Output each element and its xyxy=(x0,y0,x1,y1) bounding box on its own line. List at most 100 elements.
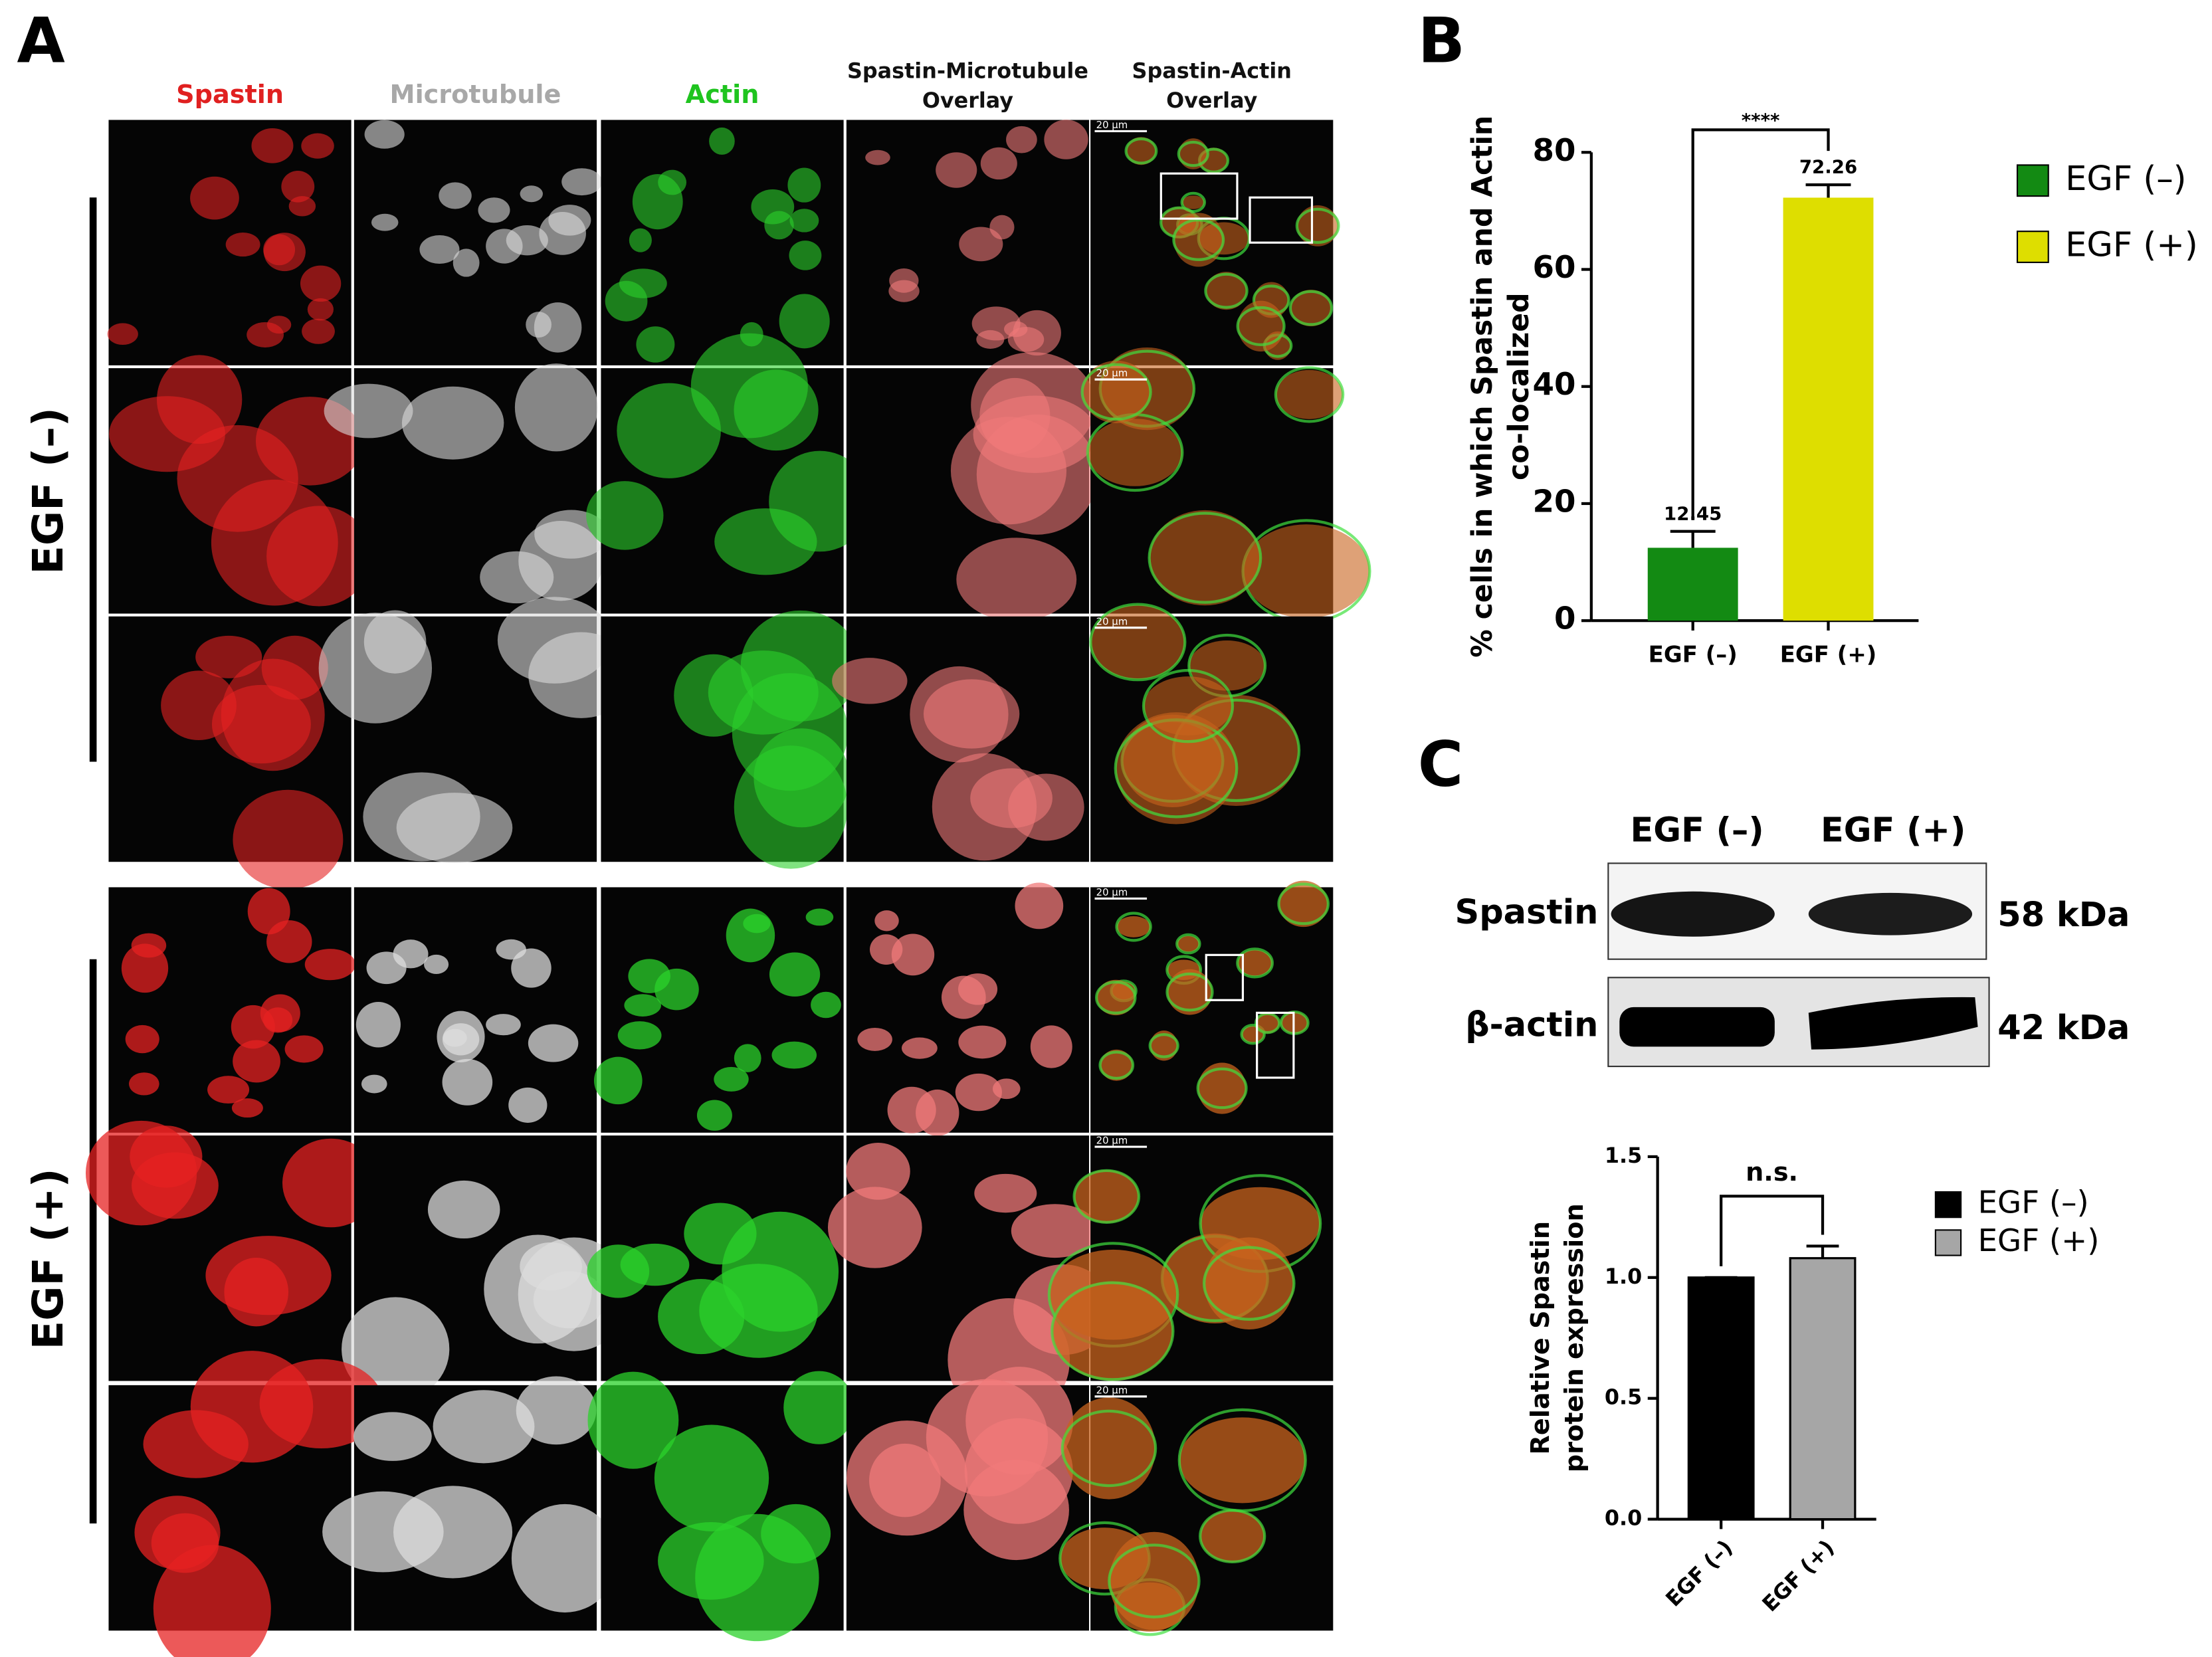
cell xyxy=(887,1086,936,1133)
cell xyxy=(865,149,890,165)
cell xyxy=(260,994,300,1032)
cell-edge xyxy=(1080,363,1152,421)
cell xyxy=(1237,949,1272,977)
cell xyxy=(827,1187,922,1268)
scale-bar-label: 20 µm xyxy=(1096,119,1128,131)
y-axis-label: Relative Spastin xyxy=(1526,1221,1556,1455)
cell xyxy=(980,147,1017,180)
cell xyxy=(620,1243,690,1286)
legend-swatch xyxy=(1934,1191,1962,1218)
blot-band xyxy=(1611,891,1775,937)
cell xyxy=(361,1074,387,1094)
cell xyxy=(130,1125,203,1188)
cell xyxy=(654,1424,769,1531)
scale-bar-label: 20 µm xyxy=(1096,615,1128,627)
cell xyxy=(1006,126,1037,153)
cell xyxy=(874,910,899,931)
bar xyxy=(1647,547,1738,621)
band-name: Spastin xyxy=(1455,893,1599,932)
cell xyxy=(936,152,977,188)
legend-swatch xyxy=(1934,1229,1962,1256)
cell xyxy=(970,768,1053,828)
micrograph xyxy=(107,120,352,365)
cell xyxy=(1074,1169,1139,1223)
zoom-box xyxy=(1249,196,1314,244)
cell xyxy=(743,914,771,933)
cell xyxy=(514,363,598,452)
cell xyxy=(534,302,582,353)
x-tick-label: EGF (–) xyxy=(1660,1535,1738,1612)
cell xyxy=(832,658,908,704)
y-axis-label: protein expression xyxy=(1560,1203,1589,1472)
cell xyxy=(1090,605,1185,680)
cell xyxy=(619,268,667,298)
cell xyxy=(506,225,548,256)
column-header: Overlay xyxy=(922,88,1013,113)
micrograph: 20 µm xyxy=(1090,119,1340,365)
cell xyxy=(324,383,413,439)
cell-edge xyxy=(1172,218,1225,261)
micrograph xyxy=(318,597,635,863)
cell xyxy=(617,1021,662,1050)
micrograph xyxy=(108,887,355,1133)
cell xyxy=(593,1056,643,1105)
cell xyxy=(1062,1397,1156,1500)
column-header: Spastin-Microtubule xyxy=(847,58,1088,83)
cell xyxy=(714,1066,749,1092)
cell xyxy=(452,248,480,277)
cell xyxy=(1109,1531,1199,1630)
cell xyxy=(225,232,260,257)
cell xyxy=(1178,138,1208,169)
cell xyxy=(955,1073,1002,1112)
cell xyxy=(107,323,138,345)
cell xyxy=(207,1076,250,1104)
significance-bracket xyxy=(1720,1195,1825,1266)
scale-bar-label: 20 µm xyxy=(1096,367,1128,379)
band-size: 58 kDa xyxy=(1997,896,2130,935)
cell xyxy=(923,679,1020,749)
cell xyxy=(1115,712,1237,825)
y-tick-label: 80 xyxy=(1533,133,1576,169)
cell-edge xyxy=(1098,1050,1135,1080)
cell xyxy=(1030,1025,1072,1068)
value-label: 72.26 xyxy=(1799,156,1857,178)
cell xyxy=(699,1264,818,1358)
cell xyxy=(511,948,552,988)
cell xyxy=(1100,1049,1133,1081)
cell xyxy=(1149,510,1261,606)
cell xyxy=(1200,1510,1265,1563)
cell xyxy=(190,1351,314,1463)
cell xyxy=(958,1025,1007,1059)
y-tick-label: 20 xyxy=(1533,484,1576,520)
micrograph xyxy=(342,1135,631,1401)
cell xyxy=(1197,1062,1247,1114)
cell xyxy=(789,241,822,270)
cell xyxy=(153,1545,271,1657)
cell xyxy=(1290,290,1332,327)
cell xyxy=(1278,880,1328,927)
cell xyxy=(1296,205,1339,246)
micrograph: 20 µm xyxy=(1058,1384,1334,1636)
cell xyxy=(231,1098,263,1118)
scale-bar-label: 20 µm xyxy=(1096,1135,1128,1147)
band-name: β-actin xyxy=(1465,1006,1598,1045)
cell xyxy=(195,635,262,678)
cell xyxy=(480,551,554,604)
micrograph xyxy=(593,887,844,1133)
legend-label: EGF (+) xyxy=(1978,1223,2100,1259)
cell xyxy=(528,1024,579,1062)
cell xyxy=(586,481,664,550)
cell xyxy=(1150,1030,1178,1061)
cell xyxy=(1013,310,1061,356)
cell xyxy=(401,386,504,460)
cell-edge xyxy=(1177,1408,1307,1512)
micrograph xyxy=(832,616,1090,862)
cell xyxy=(263,233,306,272)
cell xyxy=(300,265,342,302)
significance-bracket xyxy=(1691,128,1830,520)
y-axis-label: % cells in which Spastin and Actin xyxy=(1466,116,1499,658)
cell xyxy=(1243,524,1370,619)
micrograph xyxy=(587,1135,844,1381)
cell xyxy=(427,1180,500,1239)
row-group-label: EGF (+) xyxy=(24,1168,73,1349)
